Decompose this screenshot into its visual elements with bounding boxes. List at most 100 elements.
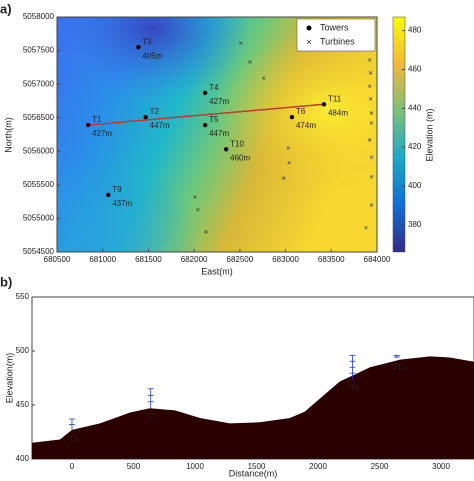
turbine bbox=[367, 84, 372, 88]
colorbar-label: Elevation (m) bbox=[424, 108, 434, 161]
y-tick-label: 400 bbox=[16, 454, 30, 463]
x-axis-label: Distance(m) bbox=[229, 468, 278, 478]
turbine bbox=[369, 175, 374, 179]
x-tick-label: 1000 bbox=[186, 462, 204, 471]
axes-frame bbox=[56, 16, 378, 253]
x-tick-label: 2500 bbox=[371, 462, 389, 471]
tower-label: T1 bbox=[69, 434, 79, 443]
turbine bbox=[369, 111, 374, 115]
tower-label: T2 bbox=[148, 412, 158, 421]
x-tick-label: 682500 bbox=[227, 255, 254, 264]
terrain bbox=[57, 17, 377, 252]
x-tick-label: 0 bbox=[70, 462, 75, 471]
turbine bbox=[193, 195, 197, 199]
y-tick-label: 5056000 bbox=[23, 146, 55, 155]
x-tick-label: 500 bbox=[127, 462, 141, 471]
elevation-label: 484m bbox=[328, 108, 348, 117]
y-tick-label: 550 bbox=[16, 292, 30, 301]
panel-label: b) bbox=[0, 274, 12, 289]
turbine bbox=[368, 71, 373, 75]
turbine bbox=[261, 76, 266, 80]
tower-label: T11 bbox=[392, 363, 406, 372]
colorbar-tick-label: 460 bbox=[408, 65, 422, 74]
turbine bbox=[369, 203, 374, 207]
elevation-label: 437m bbox=[112, 199, 132, 208]
turbine bbox=[204, 230, 208, 234]
turbine bbox=[196, 207, 200, 212]
turbine bbox=[282, 176, 286, 180]
y-axis-label: North(m) bbox=[3, 117, 13, 153]
tower-label: T11 bbox=[328, 94, 342, 103]
tower bbox=[202, 90, 208, 96]
tower bbox=[289, 114, 295, 120]
x-tick-label: 680500 bbox=[44, 255, 71, 264]
x-tick-label: 683000 bbox=[272, 255, 299, 264]
y-tick-label: 500 bbox=[16, 346, 30, 355]
colorbar-tick-label: 440 bbox=[408, 103, 422, 112]
tower-label: T2 bbox=[150, 107, 160, 116]
tower bbox=[85, 122, 91, 128]
y-tick-label: 450 bbox=[16, 400, 30, 409]
tower-label: T10 bbox=[230, 139, 244, 148]
turbine bbox=[248, 60, 252, 64]
x-tick-label: 683500 bbox=[318, 255, 345, 264]
colorbar-tick-label: 400 bbox=[408, 181, 422, 190]
legend-label: Towers bbox=[320, 22, 349, 32]
y-tick-label: 5056500 bbox=[23, 113, 55, 122]
tower-label: T5 bbox=[209, 115, 219, 124]
terrain-area bbox=[32, 356, 474, 459]
tower-label: T6 bbox=[296, 107, 306, 116]
elevation-label: 447m bbox=[209, 129, 229, 138]
legend-marker bbox=[306, 25, 312, 31]
profile-line bbox=[88, 103, 325, 126]
tower bbox=[136, 45, 141, 50]
turbine bbox=[364, 226, 368, 230]
tower-label: T1 bbox=[92, 115, 102, 124]
x-tick-label: 681500 bbox=[135, 255, 162, 264]
elevation-label: 447m bbox=[150, 121, 170, 130]
x-tick-label: 1500 bbox=[248, 462, 266, 471]
tower bbox=[202, 122, 208, 128]
colorbar bbox=[392, 16, 406, 253]
y-tick-label: 5055000 bbox=[23, 214, 55, 223]
turbine bbox=[367, 58, 372, 62]
y-tick-label: 5057500 bbox=[23, 46, 55, 55]
tower bbox=[143, 114, 148, 120]
terrain-map bbox=[56, 16, 378, 253]
elevation-label: 405m bbox=[142, 51, 162, 60]
turbine bbox=[286, 146, 291, 150]
y-tick-label: 5055500 bbox=[23, 180, 55, 189]
y-axis-label: Elevation(m) bbox=[4, 353, 14, 404]
x-tick-label: 681000 bbox=[89, 255, 116, 264]
y-tick-label: 5054500 bbox=[23, 247, 55, 256]
turbine bbox=[287, 160, 291, 165]
tower bbox=[106, 192, 111, 198]
tower-label: T4 bbox=[209, 83, 219, 92]
y-tick-label: 5057000 bbox=[23, 79, 55, 88]
colorbar-tick-label: 420 bbox=[408, 142, 422, 151]
elevation-label: 427m bbox=[92, 129, 112, 138]
x-tick-label: 684000 bbox=[364, 255, 391, 264]
panel-label: a) bbox=[0, 1, 12, 16]
turbine bbox=[369, 155, 374, 160]
turbine bbox=[239, 41, 243, 45]
elevation-label: 474m bbox=[296, 121, 316, 130]
tower-label: T6 bbox=[350, 383, 360, 392]
x-tick-label: 2000 bbox=[309, 462, 327, 471]
elevation-label: 427m bbox=[209, 97, 229, 106]
x-axis-label: East(m) bbox=[201, 266, 233, 276]
x-tick-label: 682000 bbox=[181, 255, 208, 264]
tower-label: T9 bbox=[112, 185, 122, 194]
tower-label: T3 bbox=[142, 37, 152, 46]
turbine bbox=[368, 97, 373, 101]
turbine bbox=[369, 121, 374, 125]
tower bbox=[321, 102, 327, 107]
elevation-label: 460m bbox=[230, 153, 250, 162]
colorbar-tick-label: 380 bbox=[408, 220, 422, 229]
legend-label: Turbines bbox=[320, 36, 355, 46]
tower bbox=[223, 147, 229, 152]
legend-box bbox=[296, 18, 376, 52]
colorbar-tick-label: 480 bbox=[408, 26, 422, 35]
turbine bbox=[367, 138, 372, 142]
